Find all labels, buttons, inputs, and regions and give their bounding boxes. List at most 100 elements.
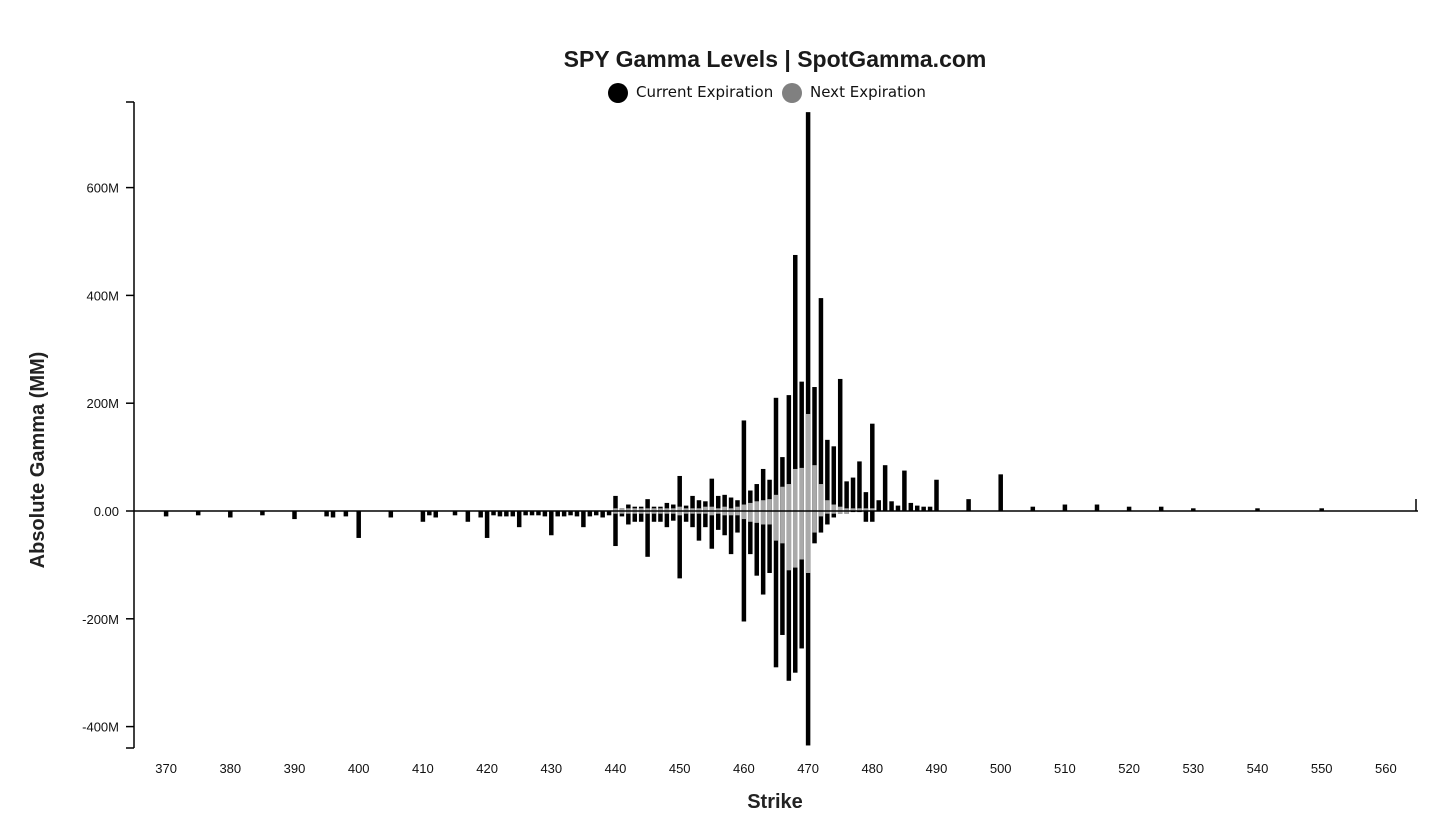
current-expiration-bar xyxy=(837,378,843,511)
current-expiration-bar xyxy=(715,495,721,511)
x-tick-label: 400 xyxy=(348,761,370,776)
current-expiration-bar xyxy=(561,511,567,517)
current-expiration-bar xyxy=(587,511,593,517)
legend-label-current: Current Expiration xyxy=(636,83,773,101)
next-expiration-bar xyxy=(805,511,811,573)
x-tick-label: 550 xyxy=(1311,761,1333,776)
current-expiration-bar xyxy=(741,420,747,511)
y-tick-label: 600M xyxy=(86,181,119,196)
current-expiration-bar xyxy=(786,395,792,511)
next-expiration-bar xyxy=(793,511,798,568)
x-axis-label: Strike xyxy=(747,791,803,813)
current-expiration-bar xyxy=(754,511,759,576)
current-expiration-bar xyxy=(529,511,535,516)
current-expiration-bar xyxy=(722,494,727,511)
current-expiration-bar xyxy=(818,298,824,511)
current-expiration-bar xyxy=(966,499,971,511)
current-expiration-bar xyxy=(683,511,689,522)
current-expiration-bar xyxy=(825,511,830,525)
current-expiration-bar xyxy=(1094,504,1100,511)
current-expiration-bar xyxy=(889,501,894,511)
next-expiration-bar xyxy=(786,484,792,511)
y-axis-label: Absolute Gamma (MM) xyxy=(27,352,49,569)
current-expiration-bar xyxy=(805,112,811,511)
current-expiration-bar xyxy=(523,511,528,516)
next-expiration-bar xyxy=(664,511,670,514)
next-expiration-bar xyxy=(767,499,772,511)
current-expiration-bar xyxy=(568,511,573,516)
current-expiration-bar xyxy=(902,470,907,511)
next-expiration-bar xyxy=(780,486,785,511)
current-expiration-bar xyxy=(760,511,766,595)
current-expiration-bar xyxy=(1062,504,1068,511)
next-expiration-bar xyxy=(799,467,804,511)
current-expiration-bar xyxy=(748,511,753,555)
x-tick-label: 390 xyxy=(284,761,306,776)
next-expiration-bar xyxy=(831,511,837,514)
current-expiration-bar xyxy=(555,511,560,517)
current-expiration-bar xyxy=(748,490,753,511)
current-expiration-bar xyxy=(491,511,496,516)
current-expiration-bar xyxy=(715,511,721,530)
next-expiration-bar xyxy=(671,508,676,511)
current-expiration-bar xyxy=(484,511,490,538)
y-axis-ticks: -400M -200M 0.00 200M 400M 600M xyxy=(82,181,134,735)
current-expiration-bar xyxy=(549,511,554,536)
current-expiration-bar xyxy=(664,511,670,528)
next-expiration-bar xyxy=(658,511,663,514)
current-expiration-bar xyxy=(812,387,817,511)
current-expiration-bar xyxy=(703,501,708,511)
x-tick-label: 470 xyxy=(797,761,819,776)
next-expiration-bar xyxy=(632,508,638,511)
next-expiration-bar xyxy=(844,511,849,514)
current-expiration-bar xyxy=(773,397,779,511)
next-expiration-bar xyxy=(857,508,862,511)
next-expiration-bar xyxy=(805,413,811,511)
current-expiration-bar xyxy=(793,254,798,511)
current-expiration-bar xyxy=(690,495,695,511)
current-expiration-bar xyxy=(754,484,759,511)
next-expiration-bar xyxy=(748,502,753,511)
next-expiration-bars xyxy=(613,413,875,573)
next-expiration-bar xyxy=(626,508,631,511)
next-expiration-bar xyxy=(703,511,708,514)
current-expiration-bar xyxy=(793,511,798,673)
current-expiration-bar xyxy=(645,499,650,511)
x-axis-ticks: 370 380 390 400 410 420 430 440 450 460 470 480 490 5… xyxy=(155,761,1397,776)
x-tick-label: 370 xyxy=(155,761,177,776)
current-expiration-bar xyxy=(324,511,329,517)
next-expiration-bar xyxy=(741,511,747,520)
current-expiration-bar xyxy=(677,511,682,579)
next-expiration-bar xyxy=(613,508,618,511)
next-expiration-bar xyxy=(825,500,830,511)
next-expiration-bar xyxy=(773,494,779,511)
current-expiration-bar xyxy=(388,511,394,518)
current-expiration-bar xyxy=(780,511,785,635)
next-expiration-bar xyxy=(626,511,631,514)
current-expiration-bar xyxy=(927,506,933,511)
x-tick-label: 440 xyxy=(605,761,627,776)
next-expiration-bar xyxy=(812,511,817,533)
current-expiration-bar xyxy=(914,505,920,511)
next-expiration-bar xyxy=(799,511,804,560)
next-expiration-bar xyxy=(690,511,695,514)
current-expiration-bar xyxy=(671,504,676,511)
current-expiration-bar xyxy=(638,511,644,522)
current-expiration-bar xyxy=(799,511,804,649)
current-expiration-bars xyxy=(163,112,1324,746)
current-expiration-bar xyxy=(626,511,631,525)
next-expiration-bar xyxy=(844,508,849,511)
current-expiration-bar xyxy=(767,479,772,511)
current-expiration-bar xyxy=(574,511,580,517)
x-tick-label: 490 xyxy=(926,761,948,776)
next-expiration-bar xyxy=(754,501,759,511)
current-expiration-bar xyxy=(478,511,483,518)
next-expiration-bar xyxy=(818,484,824,511)
current-expiration-bar xyxy=(735,511,740,533)
next-expiration-bar xyxy=(638,511,644,514)
current-expiration-bar xyxy=(228,511,233,518)
current-expiration-bar xyxy=(600,511,605,518)
current-expiration-bar xyxy=(850,477,856,511)
next-expiration-bar xyxy=(748,511,753,522)
